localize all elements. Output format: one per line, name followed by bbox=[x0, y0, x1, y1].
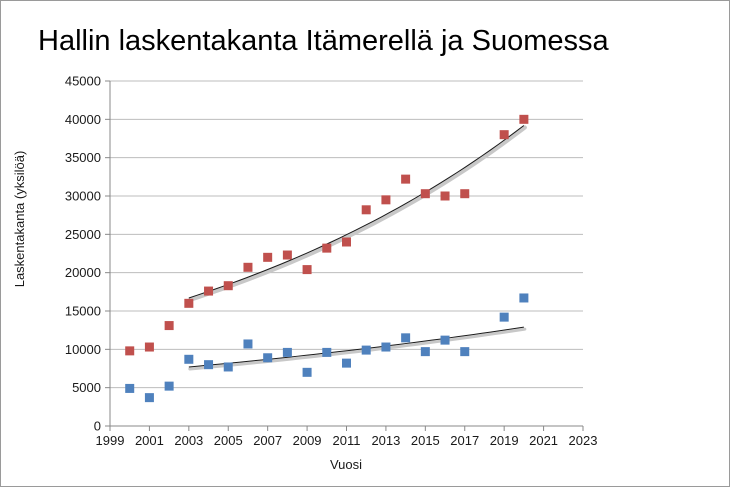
data-point-marker bbox=[440, 191, 450, 201]
x-tick-label: 2009 bbox=[293, 433, 322, 448]
trendline-shadow bbox=[187, 125, 527, 302]
data-point-marker bbox=[164, 321, 174, 331]
data-point-marker bbox=[302, 367, 312, 377]
data-point-marker bbox=[263, 252, 273, 262]
data-point-marker bbox=[460, 347, 470, 357]
data-point-marker bbox=[164, 381, 174, 391]
data-point-marker bbox=[322, 347, 332, 357]
data-point-marker bbox=[420, 347, 430, 357]
data-point-marker bbox=[401, 174, 411, 184]
data-point-marker bbox=[223, 362, 233, 372]
y-tick-label: 15000 bbox=[65, 304, 101, 319]
y-tick-label: 25000 bbox=[65, 227, 101, 242]
x-tick-label: 2017 bbox=[450, 433, 479, 448]
y-tick-label: 5000 bbox=[72, 380, 101, 395]
data-point-marker bbox=[342, 358, 351, 368]
data-point-marker bbox=[243, 262, 253, 272]
data-point-marker bbox=[282, 250, 292, 260]
data-point-marker bbox=[361, 205, 371, 215]
data-point-marker bbox=[302, 265, 312, 275]
data-point-marker bbox=[144, 393, 154, 403]
data-point-marker bbox=[125, 346, 135, 356]
chart-title: Hallin laskentakanta Itämerellä ja Suome… bbox=[38, 25, 609, 57]
x-tick-label: 2003 bbox=[174, 433, 203, 448]
data-point-marker bbox=[243, 339, 253, 349]
data-point-marker bbox=[499, 130, 509, 140]
x-tick-label: 2011 bbox=[333, 433, 361, 448]
y-tick-label: 10000 bbox=[65, 342, 101, 357]
gridlines bbox=[110, 80, 583, 389]
x-tick-label: 2013 bbox=[371, 433, 400, 448]
data-point-marker bbox=[223, 281, 233, 291]
data-point-marker bbox=[342, 237, 351, 247]
data-point-marker bbox=[204, 360, 214, 370]
data-point-marker bbox=[125, 383, 135, 393]
x-tick-label: 2001 bbox=[135, 433, 164, 448]
x-tick-label: 2023 bbox=[569, 433, 598, 448]
y-tick-label: 40000 bbox=[65, 112, 101, 127]
x-axis-label: Vuosi bbox=[330, 457, 362, 472]
trendlines bbox=[187, 125, 527, 371]
data-point-marker bbox=[282, 347, 292, 357]
data-point-marker bbox=[204, 286, 214, 296]
data-point-marker bbox=[460, 189, 470, 199]
trendline-shadow bbox=[188, 327, 527, 371]
data-point-marker bbox=[499, 312, 509, 322]
data-point-marker bbox=[184, 354, 194, 364]
data-point-marker bbox=[381, 195, 391, 205]
x-tick-label: 2007 bbox=[253, 433, 282, 448]
trendline bbox=[188, 125, 525, 299]
y-tick-label: 35000 bbox=[65, 150, 101, 165]
data-point-marker bbox=[420, 189, 430, 199]
data-point-marker bbox=[440, 335, 450, 345]
x-tick-label: 2019 bbox=[490, 433, 519, 448]
data-point-marker bbox=[361, 345, 371, 355]
trendline bbox=[188, 326, 524, 368]
y-tick-label: 30000 bbox=[65, 189, 101, 204]
x-tick-label: 2021 bbox=[529, 433, 558, 448]
axes bbox=[105, 80, 584, 431]
y-tick-label: 0 bbox=[94, 419, 101, 434]
data-point-marker bbox=[519, 114, 529, 124]
y-tick-label: 45000 bbox=[65, 74, 101, 89]
data-point-marker bbox=[401, 333, 411, 343]
y-axis-label: Laskentakanta (yksilöä) bbox=[12, 151, 27, 288]
data-point-marker bbox=[263, 353, 273, 363]
x-tick-label: 2015 bbox=[411, 433, 440, 448]
y-tick-label: 20000 bbox=[65, 265, 101, 280]
data-point-marker bbox=[184, 298, 194, 308]
x-tick-label: 1999 bbox=[96, 433, 125, 448]
data-point-marker bbox=[144, 342, 154, 352]
x-tick-label: 2005 bbox=[214, 433, 243, 448]
data-point-marker bbox=[322, 243, 332, 253]
data-markers bbox=[125, 114, 529, 403]
tick-labels: 0 5000 10000 15000 20000 25000 30000 35000 40000… bbox=[65, 74, 598, 449]
data-point-marker bbox=[381, 342, 391, 352]
data-point-marker bbox=[519, 293, 529, 303]
